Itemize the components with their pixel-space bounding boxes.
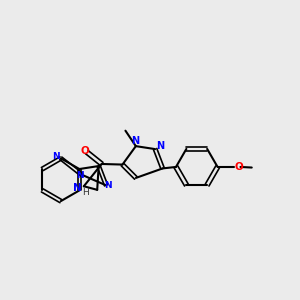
Text: H: H [82, 188, 89, 197]
Text: N: N [156, 140, 165, 151]
Text: O: O [234, 162, 243, 172]
Text: N: N [73, 183, 82, 193]
Text: N: N [131, 136, 139, 146]
Text: N: N [76, 171, 84, 180]
Text: N: N [104, 182, 111, 190]
Text: N: N [52, 152, 59, 161]
Text: O: O [80, 146, 89, 156]
